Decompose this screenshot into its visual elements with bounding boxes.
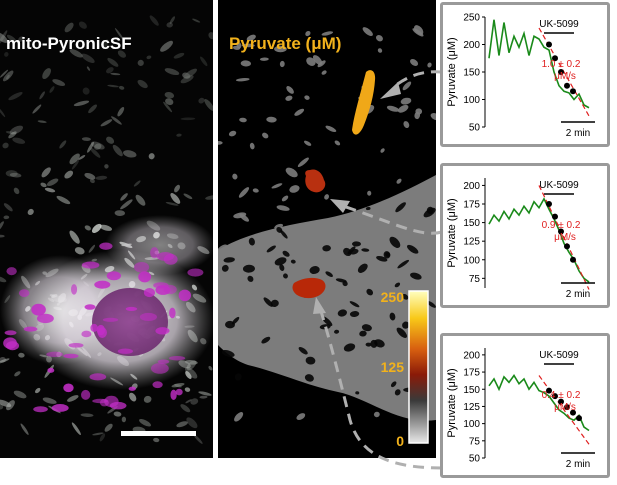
magenta-signal [3,242,204,413]
colorbar-label-mid: 125 [381,359,405,375]
roi-high [352,70,376,135]
y-axis-label: Pyruvate (μM) [446,368,458,437]
fit-point [558,398,564,405]
colorbar-label-min: 0 [396,433,404,449]
colorbar-label-max: 250 [381,289,405,305]
fit-point [558,69,564,75]
rate-unit: μM/s [554,71,576,82]
y-tick-label: 50 [469,454,481,465]
nucleus [92,288,168,356]
y-tick-label: 100 [463,95,480,106]
rate-value: 1.0 ± 0.2 [542,59,581,70]
fit-point [576,415,582,422]
fit-point [552,55,558,62]
y-tick-label: 100 [463,419,480,430]
fit-point [552,213,558,220]
fit-point [564,82,570,89]
rate-value: 0.9 ± 0.2 [542,220,581,231]
fit-point [564,404,570,411]
fit-point [558,228,564,235]
y-tick-label: 100 [463,255,480,266]
y-tick-label: 200 [463,40,480,51]
rate-value: 0.4 ± 0.2 [542,390,581,401]
fit-point [570,409,576,416]
y-tick-label: 250 [463,13,480,24]
trace-inset-1: 250 200 150 100 50 Pyruvate (μM) UK-5099 1.0 ± … [440,2,610,147]
y-tick-label: 150 [463,218,480,229]
pyruvate-trace [488,19,590,109]
fit-point [552,393,558,400]
fit-point [570,256,576,263]
fit-point [564,243,570,250]
fit-point [546,387,552,394]
y-tick-label: 50 [469,123,481,134]
roi-low [292,277,326,299]
rate-unit: μM/s [554,402,576,413]
time-scale-label: 2 min [566,459,590,470]
fluorescence-micrograph [0,0,213,458]
y-tick-label: 175 [463,200,480,211]
y-tick-label: 200 [463,181,480,192]
fit-point [570,88,576,95]
trace-inset-3: 200 175 150 125 100 75 50 Pyruvate (μM) UK-5099 0… [440,333,610,478]
treatment-label: UK-5099 [539,19,579,30]
roi-mid [305,169,326,193]
time-scale-label: 2 min [566,128,590,139]
time-scale-label: 2 min [566,289,590,300]
y-tick-label: 150 [463,68,480,79]
colorbar [408,290,429,444]
pyruvate-map: 250 125 0 [218,0,436,458]
y-tick-label: 75 [469,274,481,285]
scale-bar [121,431,196,436]
rate-unit: μM/s [554,232,576,243]
y-tick-label: 75 [469,436,481,447]
fit-point [546,41,552,48]
fit-point [546,201,552,208]
y-axis-label: Pyruvate (μM) [446,198,458,267]
pyruvate-trace [488,374,590,432]
y-axis-label: Pyruvate (μM) [446,37,458,106]
treatment-label: UK-5099 [539,180,579,191]
fit-line [538,375,590,445]
y-tick-label: 150 [463,385,480,396]
y-tick-label: 200 [463,350,480,361]
fluorescence-title: mito-PyronicSF [6,34,132,53]
y-tick-label: 175 [463,368,480,379]
y-tick-label: 125 [463,402,480,413]
treatment-label: UK-5099 [539,350,579,361]
y-tick-label: 125 [463,237,480,248]
trace-inset-2: 200 175 150 125 100 75 Pyruvate (μM) UK-5099 0.9… [440,163,610,308]
pyruvate-title: Pyruvate (μM) [229,34,342,53]
